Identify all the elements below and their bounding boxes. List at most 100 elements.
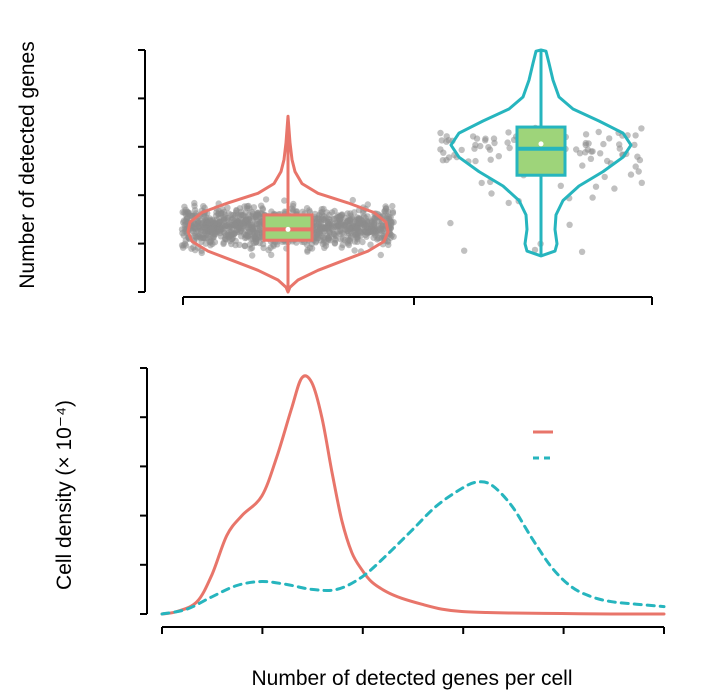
jitter-point-10x [259,240,267,248]
violin-10x [186,114,390,294]
jitter-point-10x [328,209,336,216]
jitter-point-smartseq2 [469,133,477,140]
jitter-point-10x [351,247,358,254]
jitter-point-10x [389,208,397,215]
jitter-point-10x [345,225,353,232]
jitter-point-smartseq2 [472,157,479,165]
jitter-point-smartseq2 [443,156,450,164]
bottom-y-ticks [140,367,147,615]
jitter-point-10x [198,238,205,246]
jitter-point-10x [220,240,227,248]
jitter-point-smartseq2 [616,145,623,152]
jitter-point-10x [202,235,209,242]
jitter-point-10x [330,230,338,237]
jitter-point-10x [222,232,230,239]
jitter-point-10x [349,196,356,204]
jitter-point-smartseq2 [443,133,450,140]
jitter-point-10x [241,242,249,250]
jitter-point-smartseq2 [486,146,494,153]
jitter-point-smartseq2 [461,247,468,254]
jitter-point-10x [384,213,391,220]
jitter-point-smartseq2 [573,146,580,153]
jitter-point-10x [359,238,366,246]
jitter-point-smartseq2 [632,132,639,139]
jitter-point-smartseq2 [635,168,642,175]
jitter-point-10x [361,222,368,229]
jitter-point-10x [288,205,295,212]
jitter-point-10x [207,226,214,234]
jitter-point-10x [262,196,270,203]
bottom-x-ticks [161,627,665,634]
top-panel: Number of detected genes [16,41,653,305]
jitter-point-smartseq2 [632,163,639,170]
jitter-point-10x [182,211,189,218]
jitter-point-10x [257,226,264,234]
jitter-point-10x [254,210,261,217]
jitter-point-10x [241,218,249,225]
jitter-point-10x [221,216,228,223]
jitter-point-10x [320,205,327,213]
jitter-point-10x [222,223,229,230]
jitter-point-10x [306,207,313,214]
jitter-point-smartseq2 [638,179,645,186]
jitter-point-smartseq2 [587,155,595,162]
jitter-point-10x [220,208,228,216]
bottom-panel: Cell density (× 10⁻⁴) Number of detected… [53,367,666,690]
top-y-ticks [138,49,145,293]
jitter-point-10x [192,220,199,228]
bottom-y-axis-label: Cell density (× 10⁻⁴) [53,400,76,590]
jitter-point-10x [209,217,217,224]
jitter-point-10x [198,249,205,257]
jitter-point-smartseq2 [482,137,489,144]
jitter-point-10x [242,209,249,216]
jitter-point-smartseq2 [595,128,602,136]
jitter-point-smartseq2 [606,135,613,142]
jitter-point-smartseq2 [458,146,465,154]
jitter-point-10x [367,241,374,248]
jitter-point-smartseq2 [604,157,611,165]
jitter-point-smartseq2 [579,162,586,169]
jitter-point-smartseq2 [437,129,444,137]
density-line-smartseq2 [160,480,666,616]
jitter-point-10x [212,212,220,219]
jitter-point-10x [228,240,235,248]
jitter-point-10x [339,241,346,249]
jitter-point-smartseq2 [589,194,596,201]
jitter-point-10x [389,202,396,210]
jitter-point-10x [268,251,275,259]
bottom-x-axis-label: Number of detected genes per cell [251,667,572,690]
jitter-point-10x [259,206,267,213]
top-axes [144,50,652,298]
jitter-point-smartseq2 [504,139,511,146]
jitter-point-10x [249,252,256,259]
mean-point-0 [285,226,291,232]
mean-point-1 [538,141,544,147]
jitter-point-10x [229,215,236,222]
jitter-point-10x [370,215,377,222]
jitter-point-smartseq2 [477,142,484,150]
jitter-point-smartseq2 [582,131,590,138]
jitter-point-10x [377,251,384,259]
density-lines [160,374,666,616]
jitter-point-10x [192,246,199,254]
jitter-point-smartseq2 [506,144,513,152]
jitter-point-smartseq2 [631,141,638,149]
jitter-point-10x [388,219,395,227]
jitter-point-10x [237,211,245,218]
jitter-point-10x [211,231,218,238]
bottom-axes [146,368,664,628]
jitter-point-10x [198,220,206,228]
jitter-point-10x [274,241,281,248]
jitter-point-10x [360,213,368,220]
jitter-point-10x [363,233,370,240]
jitter-point-10x [344,240,352,247]
jitter-point-10x [231,221,238,229]
jitter-point-10x [334,222,342,229]
jitter-point-smartseq2 [600,140,607,148]
jitter-point-10x [181,240,189,248]
jitter-point-smartseq2 [597,150,604,157]
jitter-point-smartseq2 [505,199,512,207]
top-boxes [262,50,567,292]
jitter-point-smartseq2 [611,185,618,192]
jitter-point-10x [247,245,254,252]
